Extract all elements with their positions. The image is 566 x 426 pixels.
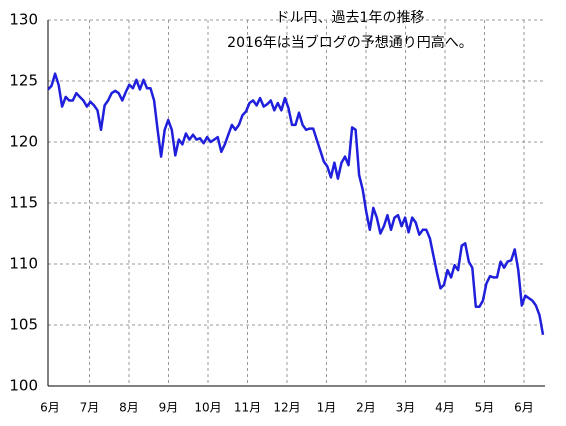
chart-subtitle: 2016年は当ブログの予想通り円高へ。 (227, 34, 473, 51)
x-tick-label: 6月 (514, 401, 534, 415)
x-tick-label: 7月 (80, 401, 100, 415)
x-tick-label: 3月 (396, 401, 416, 415)
y-tick-label: 130 (9, 11, 38, 29)
price-line (47, 72, 545, 336)
chart-title: ドル円、過去1年の推移 (276, 10, 425, 26)
y-tick-label: 120 (9, 133, 38, 151)
y-tick-label: 125 (9, 72, 38, 90)
x-tick-label: 8月 (119, 401, 139, 415)
x-tick-label: 4月 (435, 401, 455, 415)
x-tick-label: 1月 (317, 401, 337, 415)
y-tick-label: 100 (9, 377, 38, 395)
y-tick-label: 115 (9, 194, 38, 212)
y-tick-label: 105 (9, 316, 38, 334)
y-tick-label: 110 (9, 255, 38, 273)
x-tick-label: 6月 (40, 401, 60, 415)
x-tick-label: 11月 (234, 401, 261, 415)
x-tick-label: 12月 (273, 401, 300, 415)
x-tick-label: 2月 (356, 401, 376, 415)
x-tick-label: 10月 (194, 401, 221, 415)
x-tick-label: 5月 (475, 401, 495, 415)
x-tick-label: 9月 (159, 401, 179, 415)
